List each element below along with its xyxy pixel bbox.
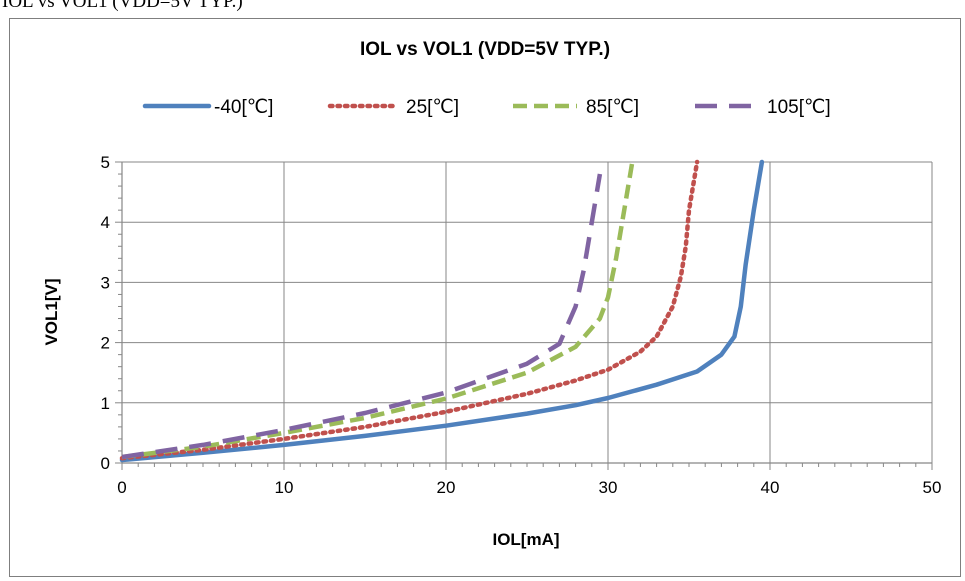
- chart-legend: -40[℃] 25[℃] 85[℃] 105[℃]: [142, 97, 831, 118]
- y-axis-label: VOL1[V]: [42, 278, 61, 345]
- legend-label-2: 25[℃]: [406, 97, 459, 118]
- legend-label-1: -40[℃]: [214, 97, 273, 118]
- x-tick-label: 10: [275, 478, 294, 497]
- x-axis-label: IOL[mA]: [492, 530, 559, 549]
- y-tick-label: 2: [101, 334, 110, 353]
- y-tick-label: 0: [101, 454, 110, 473]
- y-tick-label: 3: [101, 273, 110, 292]
- series-line-4: [121, 173, 603, 460]
- x-tick-label: 20: [437, 478, 456, 497]
- chart-axes: [115, 161, 933, 470]
- series-line-3: [121, 161, 635, 460]
- tick-labels: 0 10 20 30 40 50 0 1 2 3 4 5: [101, 153, 942, 497]
- chart-frame: [9, 18, 961, 577]
- series-line-2: [119, 159, 700, 461]
- y-tick-label: 5: [101, 153, 110, 172]
- y-tick-label: 4: [101, 213, 110, 232]
- x-tick-label: 50: [923, 478, 942, 497]
- x-tick-label: 0: [117, 478, 126, 497]
- plot-area: [119, 159, 765, 463]
- legend-label-4: 105[℃]: [767, 97, 831, 118]
- x-tick-label: 30: [599, 478, 618, 497]
- figure-caption: IOL vs VOL1 (VDD=5V TYP.): [2, 0, 243, 12]
- gridlines: [122, 161, 933, 463]
- y-tick-label: 1: [101, 394, 110, 413]
- x-tick-label: 40: [761, 478, 780, 497]
- legend-label-3: 85[℃]: [586, 97, 639, 118]
- chart-title: IOL vs VOL1 (VDD=5V TYP.): [360, 39, 610, 60]
- series-line-1: [119, 159, 765, 463]
